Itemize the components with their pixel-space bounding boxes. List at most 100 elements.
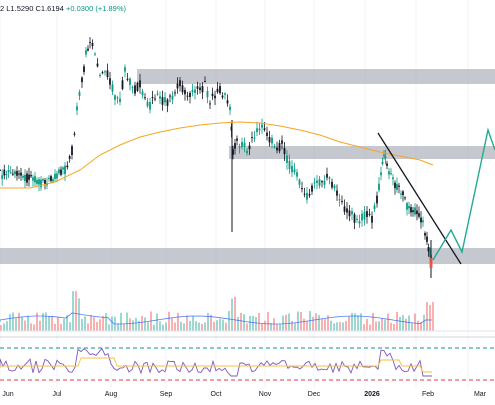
x-axis-label: 2026 [364, 391, 380, 398]
candle-body [241, 141, 243, 147]
candle-body [56, 173, 58, 179]
x-axis-label: Nov [259, 391, 272, 398]
volume-bar [336, 322, 338, 331]
candle-body [20, 172, 22, 176]
candle-body [30, 174, 32, 177]
candle-body [358, 221, 361, 224]
candle-body [216, 88, 219, 93]
volume-bar [363, 324, 365, 331]
candle-body [68, 156, 71, 159]
x-axis-label: Oct [211, 391, 222, 398]
candle-body [246, 150, 248, 154]
volume-bar [141, 316, 143, 331]
candle-body [321, 181, 323, 183]
candle-body [184, 89, 186, 95]
volume-bar [27, 315, 29, 331]
candle-body [5, 174, 8, 176]
candle-body [54, 173, 56, 179]
x-axis-label: Feb [422, 391, 434, 398]
volume-bar [108, 324, 110, 331]
descending-trendline [377, 132, 462, 265]
candle-body [381, 161, 384, 165]
volume-bar [195, 321, 197, 331]
volume-bar [21, 316, 23, 331]
volume-bar [57, 317, 59, 331]
candle-body [58, 169, 60, 174]
candle-body [234, 143, 236, 149]
candle-body [248, 145, 251, 150]
candle-body [52, 179, 54, 182]
candle-body [261, 124, 263, 128]
volume-bar [327, 315, 329, 331]
volume-bar [219, 318, 221, 331]
volume-bar [303, 318, 305, 331]
volume-bar [210, 314, 212, 331]
candle-body [288, 160, 291, 170]
candle-body [388, 171, 390, 175]
candle-body [83, 66, 85, 72]
candle-body [376, 195, 378, 204]
volume-bar [258, 312, 260, 331]
candle-body [281, 140, 283, 144]
volume-bar [423, 314, 425, 331]
x-axis-label: Mar [474, 391, 487, 398]
candle-body [174, 92, 176, 94]
volume-bar [357, 315, 359, 331]
candle-body [303, 193, 306, 195]
candle-body [36, 180, 38, 184]
volume-bar [69, 322, 71, 331]
candle-body [420, 217, 422, 223]
volume-bar [306, 321, 308, 331]
candle-body [392, 177, 394, 180]
candle-body [151, 96, 154, 98]
volume-bar [312, 316, 314, 331]
candle-body [194, 89, 196, 93]
candle-body [111, 84, 114, 92]
volume-bar [375, 321, 377, 331]
volume-bar [432, 302, 434, 331]
volume-bar [48, 315, 50, 331]
candle-body [226, 100, 229, 104]
candle-body [366, 211, 368, 217]
candle-body [181, 85, 184, 93]
volume-bar [354, 313, 356, 331]
volume-bar [159, 321, 161, 331]
volume-bar [300, 312, 302, 331]
candle-body [149, 102, 151, 110]
candle-body [16, 171, 18, 176]
volume-bar [246, 323, 248, 331]
candle-body [348, 210, 351, 217]
volume-bar [276, 324, 278, 331]
candle-body [429, 250, 431, 258]
candle-body [186, 95, 189, 97]
volume-bar [39, 320, 41, 331]
volume-bar [399, 316, 401, 331]
candle-body [211, 93, 214, 97]
candle-body [273, 146, 276, 148]
volume-bar [213, 321, 215, 331]
candle-body [204, 80, 206, 82]
candle-body [291, 165, 293, 173]
volume-bar [279, 323, 281, 331]
volume-bar [267, 311, 269, 331]
candle-body [126, 78, 129, 80]
candle-body [22, 176, 24, 178]
candle-body [323, 180, 326, 185]
volume-bar [261, 323, 263, 331]
volume-bar [324, 319, 326, 331]
candle-body [176, 83, 179, 89]
candle-body [161, 97, 164, 105]
volume-bar [384, 319, 386, 331]
volume-bar [252, 315, 254, 331]
candle-body [131, 87, 134, 89]
candle-body [121, 80, 124, 89]
volume-bar [318, 315, 320, 331]
candle-body [336, 190, 338, 196]
candle-body [7, 170, 10, 173]
candle-body [50, 176, 52, 181]
candle-body [373, 205, 376, 210]
candle-body [368, 213, 371, 215]
candle-body [331, 181, 333, 188]
